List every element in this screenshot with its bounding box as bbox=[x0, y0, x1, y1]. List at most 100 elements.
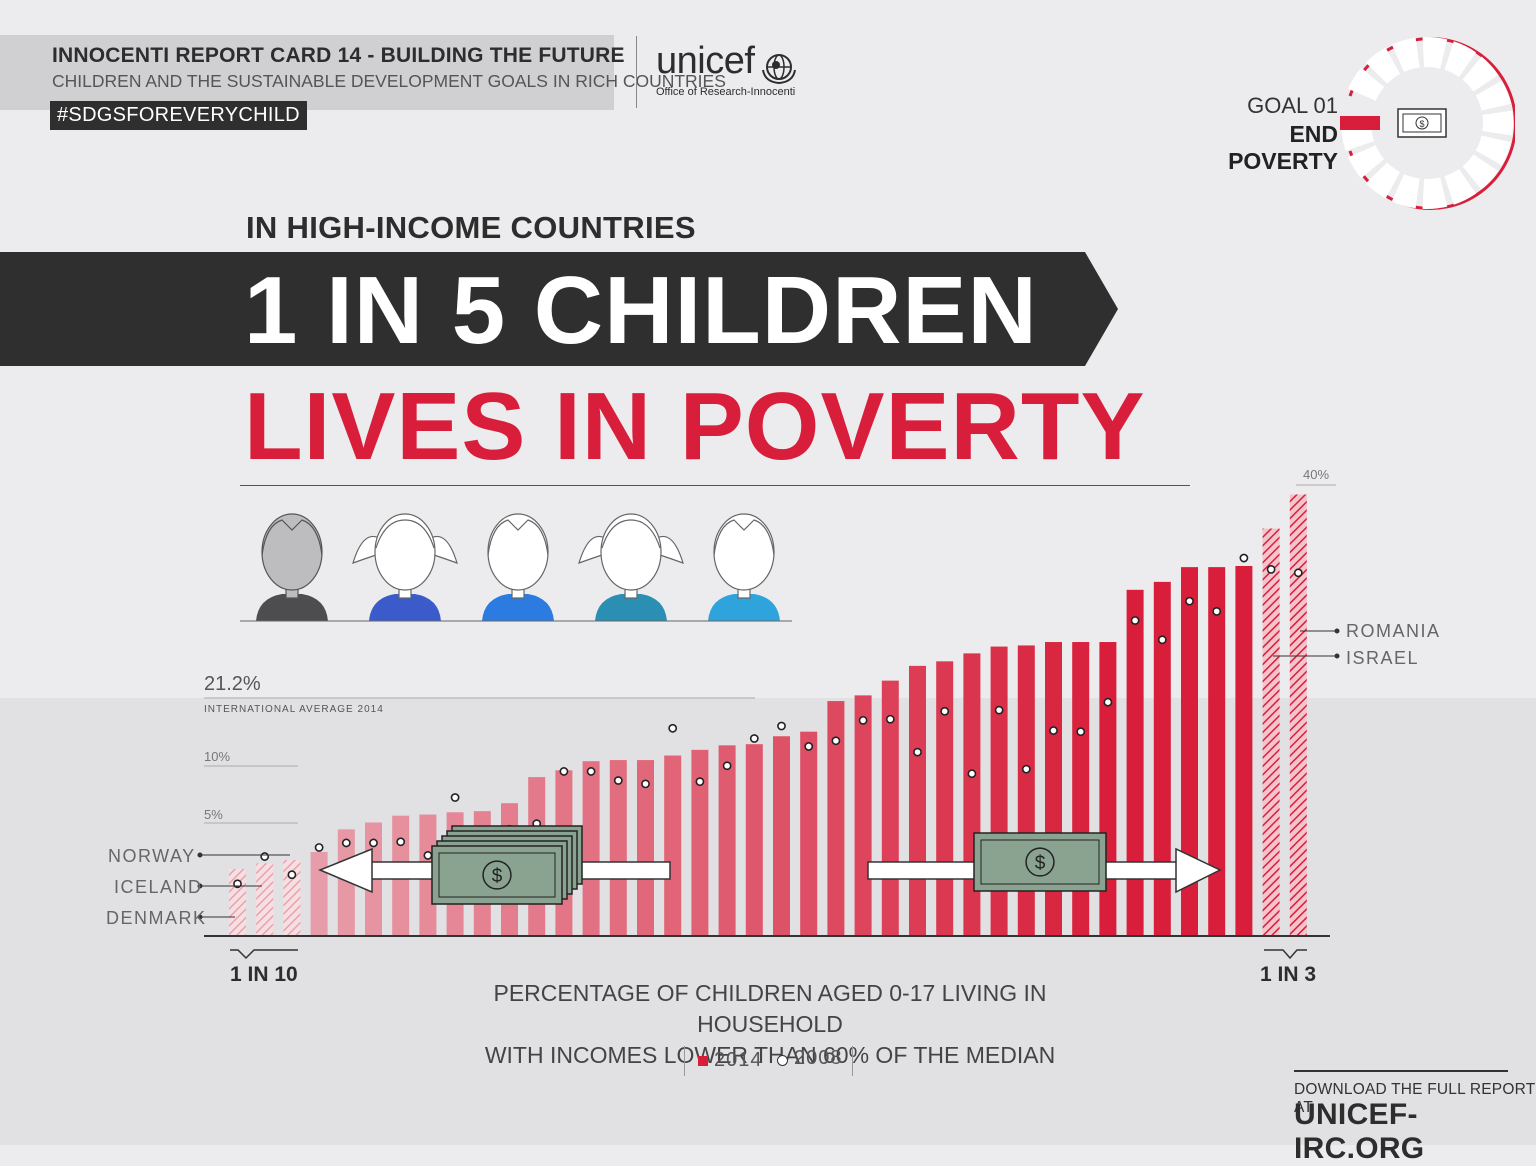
dot-2008 bbox=[1021, 764, 1031, 774]
dot-2008 bbox=[967, 769, 977, 779]
dot-2008 bbox=[1293, 568, 1303, 578]
svg-text:$: $ bbox=[1035, 853, 1046, 874]
average-value: 21.2% bbox=[204, 673, 261, 695]
boy-face-icon bbox=[482, 513, 554, 621]
sdg-wheel-icon: $ bbox=[1340, 37, 1515, 210]
dot-2008 bbox=[260, 852, 270, 861]
chart-background bbox=[0, 698, 1536, 1145]
unicef-logo-subtitle: Office of Research-Innocenti bbox=[656, 86, 796, 98]
dot-2008 bbox=[940, 706, 950, 716]
low-end-bracket bbox=[230, 949, 298, 960]
unicef-logo-word: unicef bbox=[656, 40, 755, 82]
bar-2014 bbox=[1235, 565, 1253, 936]
svg-text:$: $ bbox=[492, 866, 503, 887]
bar-2014 bbox=[1045, 642, 1062, 936]
bar-2014 bbox=[909, 665, 926, 936]
bar-2014 bbox=[773, 736, 790, 936]
dot-2008 bbox=[695, 777, 705, 787]
goal-number: GOAL 01 bbox=[1247, 93, 1338, 118]
country-label-denmark: DENMARK bbox=[106, 908, 207, 928]
dot-2008 bbox=[450, 793, 460, 802]
bar-2014 bbox=[745, 744, 763, 936]
bar-2014 bbox=[691, 749, 709, 936]
report-subtitle: CHILDREN AND THE SUSTAINABLE DEVELOPMENT… bbox=[52, 71, 726, 91]
bar-2014 bbox=[1153, 581, 1171, 936]
dot-2008 bbox=[613, 776, 623, 785]
report-title: INNOCENTI REPORT CARD 14 - BUILDING THE … bbox=[52, 44, 625, 67]
dot-2008 bbox=[668, 723, 678, 733]
footer-url-link[interactable]: UNICEF-IRC.ORG bbox=[1294, 1098, 1425, 1165]
dot-2008 bbox=[287, 870, 297, 880]
bar-2014 bbox=[582, 761, 600, 936]
bar-2014 bbox=[854, 695, 872, 936]
country-pointers bbox=[197, 628, 1340, 920]
dot-2008 bbox=[1266, 564, 1276, 574]
legend-swatch-2014 bbox=[698, 1056, 708, 1066]
bar-2014 bbox=[827, 701, 845, 936]
dot-2008 bbox=[341, 838, 351, 848]
high-end-bracket bbox=[1264, 949, 1307, 960]
high-end-label: 1 IN 3 bbox=[1260, 963, 1317, 986]
bar-2014 bbox=[1099, 642, 1117, 936]
bar-2014 bbox=[1017, 645, 1035, 936]
dot-2008 bbox=[858, 715, 868, 725]
goal-name: END POVERTY bbox=[1228, 121, 1338, 174]
dot-2008 bbox=[1185, 596, 1194, 606]
country-label-norway: NORWAY bbox=[108, 846, 196, 866]
bar-2014 bbox=[718, 745, 736, 936]
dot-2008 bbox=[641, 779, 650, 789]
country-label-israel: ISRAEL bbox=[1346, 648, 1420, 668]
dot-2008 bbox=[994, 705, 1004, 715]
dot-2008 bbox=[1130, 616, 1140, 625]
tick-label-5: 5% bbox=[204, 807, 223, 822]
legend-label-2014: 2014 bbox=[714, 1049, 763, 1071]
headline-bar bbox=[0, 252, 1118, 366]
footer-cta: DOWNLOAD THE FULL REPORT AT bbox=[1294, 1081, 1536, 1116]
tick-label-10: 10% bbox=[204, 749, 231, 764]
average-label: INTERNATIONAL AVERAGE 2014 bbox=[204, 704, 384, 715]
svg-text:$: $ bbox=[1419, 119, 1424, 129]
bar-2014 bbox=[1208, 567, 1226, 936]
girl-face-icon bbox=[352, 513, 458, 621]
headline-kicker: IN HIGH-INCOME COUNTRIES bbox=[246, 210, 696, 245]
dot-2008 bbox=[1239, 553, 1249, 563]
dot-2008 bbox=[423, 851, 433, 860]
bar-2014 bbox=[1289, 494, 1307, 936]
bar-2014 bbox=[637, 760, 654, 936]
dot-2008 bbox=[885, 714, 895, 724]
girl-face-icon bbox=[578, 513, 684, 621]
legend-divider-left bbox=[684, 1046, 685, 1076]
bar-2014 bbox=[990, 646, 1008, 936]
dot-2008 bbox=[913, 747, 922, 757]
dot-2008 bbox=[586, 767, 596, 776]
dot-2008 bbox=[314, 843, 324, 852]
boy-face-icon bbox=[256, 513, 328, 621]
bar-2014 bbox=[1262, 528, 1280, 936]
bar-2014 bbox=[800, 731, 818, 936]
country-label-iceland: ICELAND bbox=[114, 877, 203, 897]
headline-rule bbox=[240, 485, 1190, 486]
bar-2014 bbox=[1072, 642, 1090, 936]
legend-divider-right bbox=[852, 1046, 853, 1076]
bar-2014 bbox=[936, 661, 954, 936]
bar-2014 bbox=[664, 755, 682, 936]
money-bill-icon: $ bbox=[973, 832, 1107, 892]
bar-2014 bbox=[963, 653, 981, 936]
bar-2014 bbox=[256, 863, 274, 936]
hashtag-badge[interactable]: #SDGSFOREVERYCHILD bbox=[50, 101, 307, 130]
unicef-globe-icon bbox=[762, 54, 796, 85]
children-illustration bbox=[256, 513, 780, 621]
bar-2014 bbox=[283, 859, 301, 936]
bar-2014 bbox=[1126, 589, 1144, 936]
dot-2008 bbox=[804, 742, 814, 751]
dot-2008 bbox=[1076, 727, 1086, 737]
dot-2008 bbox=[1212, 606, 1222, 616]
header-divider bbox=[636, 36, 637, 108]
dot-2008 bbox=[1049, 726, 1058, 735]
dot-2008 bbox=[722, 761, 732, 771]
dot-2008 bbox=[559, 767, 569, 776]
bar-2014 bbox=[609, 760, 627, 936]
dot-2008 bbox=[831, 736, 841, 746]
dot-2008 bbox=[1157, 635, 1167, 645]
